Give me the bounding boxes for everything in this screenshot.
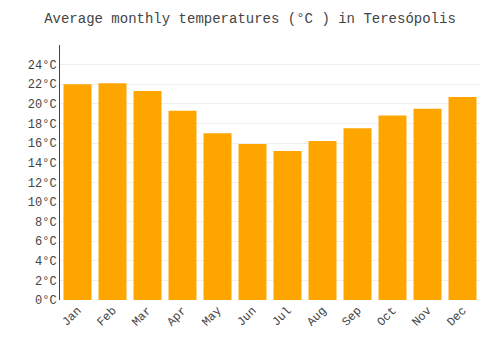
svg-text:24°C: 24°C (28, 59, 57, 73)
svg-text:18°C: 18°C (28, 118, 57, 132)
svg-text:Jul: Jul (269, 304, 294, 329)
svg-text:12°C: 12°C (28, 177, 57, 191)
svg-text:Jun: Jun (234, 304, 259, 329)
svg-text:Feb: Feb (94, 304, 119, 329)
svg-text:8°C: 8°C (35, 216, 57, 230)
svg-text:Dec: Dec (444, 304, 469, 329)
svg-text:0°C: 0°C (35, 294, 57, 308)
svg-text:22°C: 22°C (28, 78, 57, 92)
svg-text:6°C: 6°C (35, 235, 57, 249)
svg-text:16°C: 16°C (28, 137, 57, 151)
svg-text:2°C: 2°C (35, 275, 57, 289)
svg-text:Apr: Apr (164, 304, 189, 329)
svg-text:Aug: Aug (304, 304, 329, 329)
svg-text:Nov: Nov (409, 304, 434, 329)
svg-text:4°C: 4°C (35, 255, 57, 269)
svg-text:Mar: Mar (129, 304, 154, 329)
svg-text:14°C: 14°C (28, 157, 57, 171)
svg-text:Sep: Sep (339, 304, 364, 329)
svg-text:10°C: 10°C (28, 196, 57, 210)
svg-text:20°C: 20°C (28, 98, 57, 112)
svg-text:Average monthly temperatures (: Average monthly temperatures (°C ) in Te… (44, 11, 456, 27)
svg-text:May: May (199, 304, 224, 329)
svg-text:Jan: Jan (59, 304, 84, 329)
svg-text:Oct: Oct (374, 304, 399, 329)
